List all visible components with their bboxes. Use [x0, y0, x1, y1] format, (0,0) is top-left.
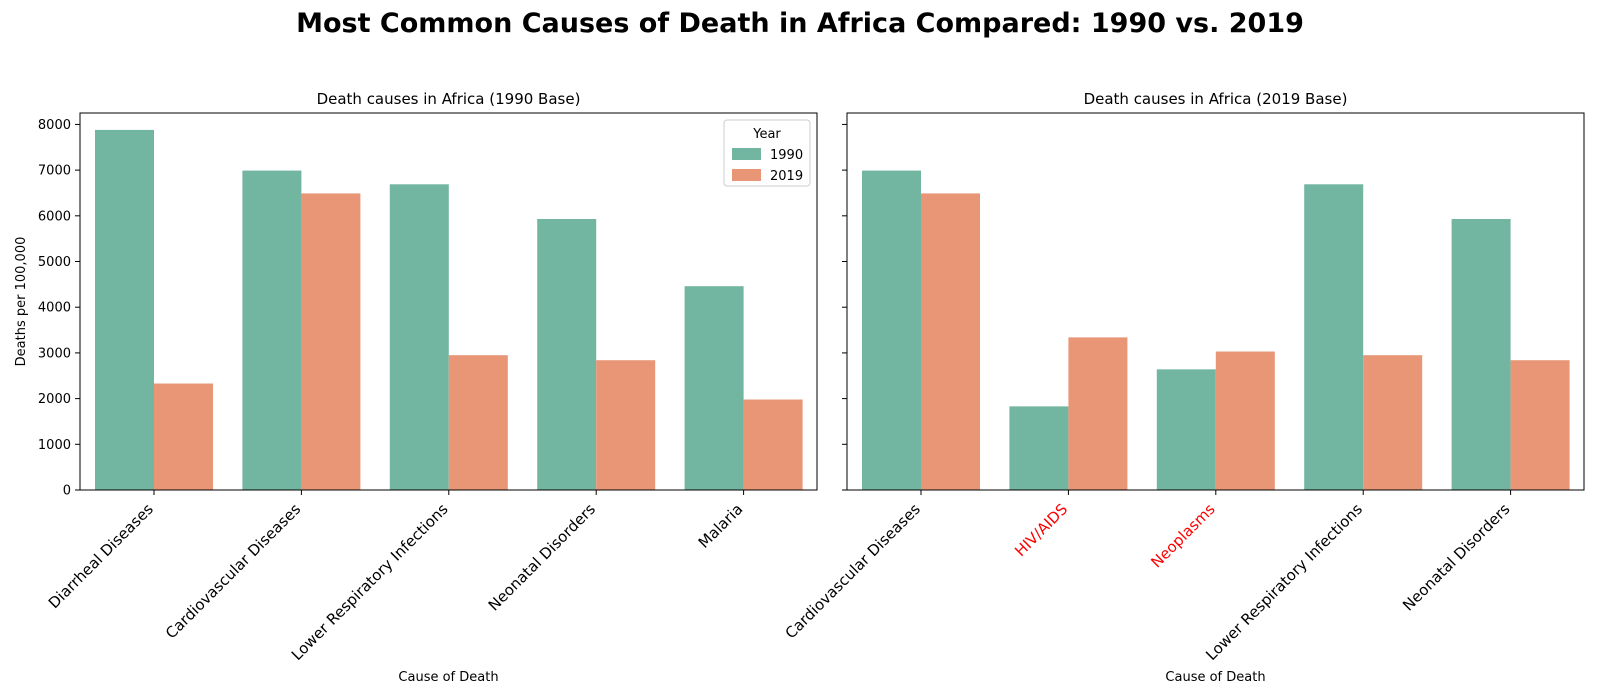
x-tick-label: Diarrheal Diseases [45, 500, 157, 612]
bar-1990-cardiovascular-diseases [242, 170, 302, 490]
legend-swatch-1990 [732, 148, 761, 160]
y-tick-label: 6000 [38, 209, 71, 224]
bar-2019-hiv-aids [1068, 337, 1128, 490]
bar-2019-cardiovascular-diseases [921, 193, 980, 490]
y-tick-label: 5000 [38, 255, 71, 270]
bar-1990-hiv-aids [1009, 406, 1069, 490]
bar-2019-lower-respiratory-infections [448, 355, 508, 490]
bar-2019-lower-respiratory-infections [1363, 355, 1423, 490]
y-tick-label: 7000 [38, 164, 71, 179]
x-axis-label: Cause of Death [1165, 670, 1265, 685]
bar-2019-neonatal-disorders [596, 360, 656, 490]
panel-title: Death causes in Africa (2019 Base) [1084, 90, 1348, 108]
y-tick-label: 0 [63, 484, 71, 499]
x-tick-label: Lower Respiratory Infections [288, 500, 452, 664]
bar-1990-neonatal-disorders [1451, 219, 1511, 490]
x-tick-label: Cardiovascular Diseases [162, 500, 304, 642]
y-tick-label: 2000 [38, 392, 71, 407]
x-tick-label: HIV/AIDS [1011, 500, 1071, 560]
legend-swatch-2019 [732, 169, 761, 181]
bar-1990-lower-respiratory-infections [1304, 184, 1364, 490]
x-tick-label: Neonatal Disorders [485, 500, 599, 614]
bar-2019-neoplasms [1215, 351, 1275, 490]
x-axis-label: Cause of Death [398, 670, 498, 685]
y-axis-label: Deaths per 100,000 [14, 237, 29, 367]
legend-label-1990: 1990 [770, 148, 803, 163]
y-tick-label: 3000 [38, 346, 71, 361]
x-tick-label: Neonatal Disorders [1399, 500, 1513, 614]
bar-2019-diarrheal-diseases [154, 383, 213, 490]
x-tick-label: Lower Respiratory Infections [1202, 500, 1366, 664]
legend-label-2019: 2019 [770, 169, 803, 184]
x-tick-label: Cardiovascular Diseases [782, 500, 924, 642]
bar-2019-cardiovascular-diseases [301, 193, 361, 490]
bar-1990-lower-respiratory-infections [389, 184, 449, 490]
bar-2019-malaria [743, 399, 803, 490]
y-tick-label: 1000 [38, 438, 71, 453]
y-tick-label: 8000 [38, 118, 71, 133]
bar-1990-neonatal-disorders [537, 219, 597, 490]
bar-2019-neonatal-disorders [1510, 360, 1570, 490]
bar-1990-malaria [684, 286, 744, 490]
x-tick-label: Malaria [695, 500, 747, 552]
bar-1990-diarrheal-diseases [95, 129, 154, 490]
legend-title: Year [752, 127, 781, 142]
bar-1990-cardiovascular-diseases [862, 170, 921, 490]
bar-1990-neoplasms [1156, 369, 1216, 490]
panel-title: Death causes in Africa (1990 Base) [317, 90, 581, 108]
y-tick-label: 4000 [38, 301, 71, 316]
x-tick-label: Neoplasms [1147, 500, 1218, 571]
figure-title: Most Common Causes of Death in Africa Co… [296, 8, 1304, 39]
